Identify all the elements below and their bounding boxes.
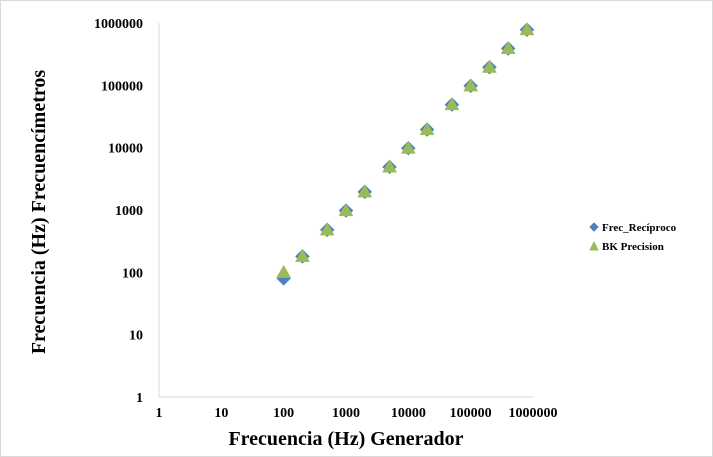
y-tick-label: 10000 [108, 142, 143, 157]
y-tick-label: 10 [129, 329, 143, 344]
legend: Frec_Recíproco BK Precision [589, 222, 677, 253]
y-tick-label: 100 [122, 266, 143, 281]
y-tick-label: 100000 [101, 79, 143, 94]
data-point-bk-precision [400, 140, 416, 154]
data-point-bk-precision [319, 222, 335, 236]
x-tick-label: 100 [273, 406, 294, 421]
x-tick-label: 100000 [450, 406, 492, 421]
y-tick-label: 1000000 [94, 17, 143, 32]
data-points [276, 22, 535, 286]
x-tick-label: 10000 [391, 406, 426, 421]
x-tick-label: 10 [214, 406, 228, 421]
legend-label-bk-precision: BK Precision [602, 241, 664, 253]
x-tick-label: 1000 [332, 406, 360, 421]
legend-item-bk-precision: BK Precision [589, 240, 664, 253]
data-point-bk-precision [463, 78, 479, 92]
data-point-bk-precision [444, 97, 460, 111]
data-point-bk-precision [482, 59, 497, 73]
data-point-bk-precision [419, 122, 435, 136]
x-tick-labels: 1 10 100 1000 10000 100000 1000000 [156, 406, 558, 421]
data-point-bk-precision [357, 184, 373, 198]
data-point-bk-precision [500, 40, 516, 54]
x-tick-label: 1000000 [509, 406, 558, 421]
x-tick-label: 1 [156, 406, 163, 421]
data-point-bk-precision [338, 203, 354, 217]
y-tick-labels: 1 10 100 1000 10000 100000 1000000 [94, 17, 143, 406]
data-point-bk-precision [295, 248, 310, 262]
data-point-bk-precision [519, 22, 535, 36]
legend-marker-triangle [589, 240, 599, 251]
legend-marker-diamond [589, 222, 599, 232]
data-point-bk-precision [276, 264, 292, 278]
y-tick-label: 1000 [115, 204, 143, 219]
x-axis-title: Frecuencia (Hz) Generador [228, 428, 463, 450]
y-tick-label: 1 [136, 391, 143, 406]
legend-item-frec-reciproco: Frec_Recíproco [589, 222, 677, 234]
legend-label-frec-reciproco: Frec_Recíproco [602, 222, 677, 234]
data-point-bk-precision [382, 159, 397, 173]
y-axis-title: Frecuencia (Hz) Frecuencímetros [28, 70, 50, 355]
